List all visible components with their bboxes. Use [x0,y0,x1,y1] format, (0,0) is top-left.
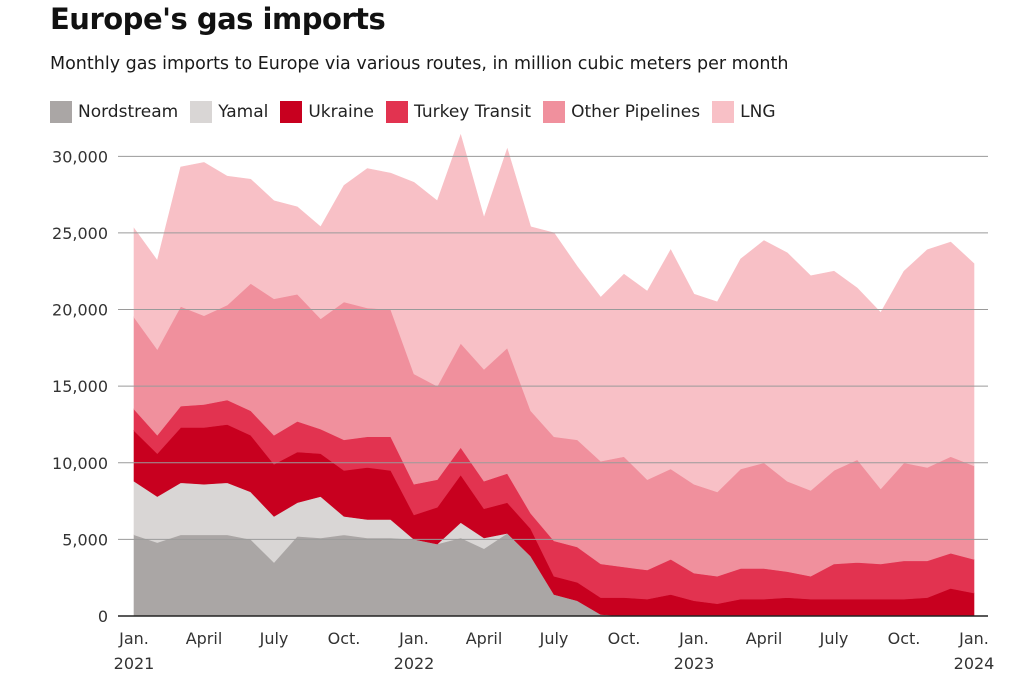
legend-item-yamal: Yamal [190,101,268,123]
x-tick-label: Oct. [888,629,921,648]
x-tick-year: 2021 [114,654,155,673]
y-tick-label: 10,000 [52,454,108,473]
y-tick-label: 20,000 [52,301,108,320]
x-tick-year: 2022 [394,654,435,673]
legend-item-other-pipelines: Other Pipelines [543,101,700,123]
legend: Nordstream Yamal Ukraine Turkey Transit Othe… [50,101,788,123]
y-tick-label: 15,000 [52,377,108,396]
legend-label: Yamal [218,102,269,122]
x-tick-label: April [186,629,223,648]
area-lng [133,133,975,493]
legend-item-turkey-transit: Turkey Transit [386,101,531,123]
x-tick-label: April [466,629,503,648]
y-tick-label: 5,000 [62,530,108,549]
x-tick-label: July [819,629,849,648]
x-tick-label: July [259,629,289,648]
chart-title: Europe's gas imports [50,2,386,36]
legend-swatch [386,101,409,123]
x-tick-label: April [746,629,783,648]
x-tick-label: Jan. [398,629,429,648]
y-tick-label: 30,000 [52,147,108,166]
legend-label: Turkey Transit [414,102,532,122]
y-tick-label: 0 [98,607,108,626]
legend-label: Other Pipelines [571,102,701,122]
x-tick-label: Oct. [608,629,641,648]
legend-label: LNG [740,102,776,122]
legend-item-nordstream: Nordstream [50,101,178,123]
x-tick-year: 2023 [674,654,715,673]
legend-swatch [543,101,566,123]
legend-swatch [190,101,213,123]
legend-swatch [712,101,735,123]
legend-item-ukraine: Ukraine [280,101,374,123]
x-tick-year: 2024 [954,654,995,673]
legend-swatch [280,101,303,123]
legend-label: Nordstream [78,102,179,122]
legend-swatch [50,101,72,123]
x-tick-label: Jan. [118,629,149,648]
x-tick-label: July [539,629,569,648]
y-tick-label: 25,000 [52,224,108,243]
chart-subtitle: Monthly gas imports to Europe via variou… [50,54,789,74]
legend-item-lng: LNG [712,101,776,123]
x-tick-label: Jan. [958,629,989,648]
x-tick-label: Oct. [328,629,361,648]
x-tick-label: Jan. [678,629,709,648]
legend-label: Ukraine [308,102,375,122]
